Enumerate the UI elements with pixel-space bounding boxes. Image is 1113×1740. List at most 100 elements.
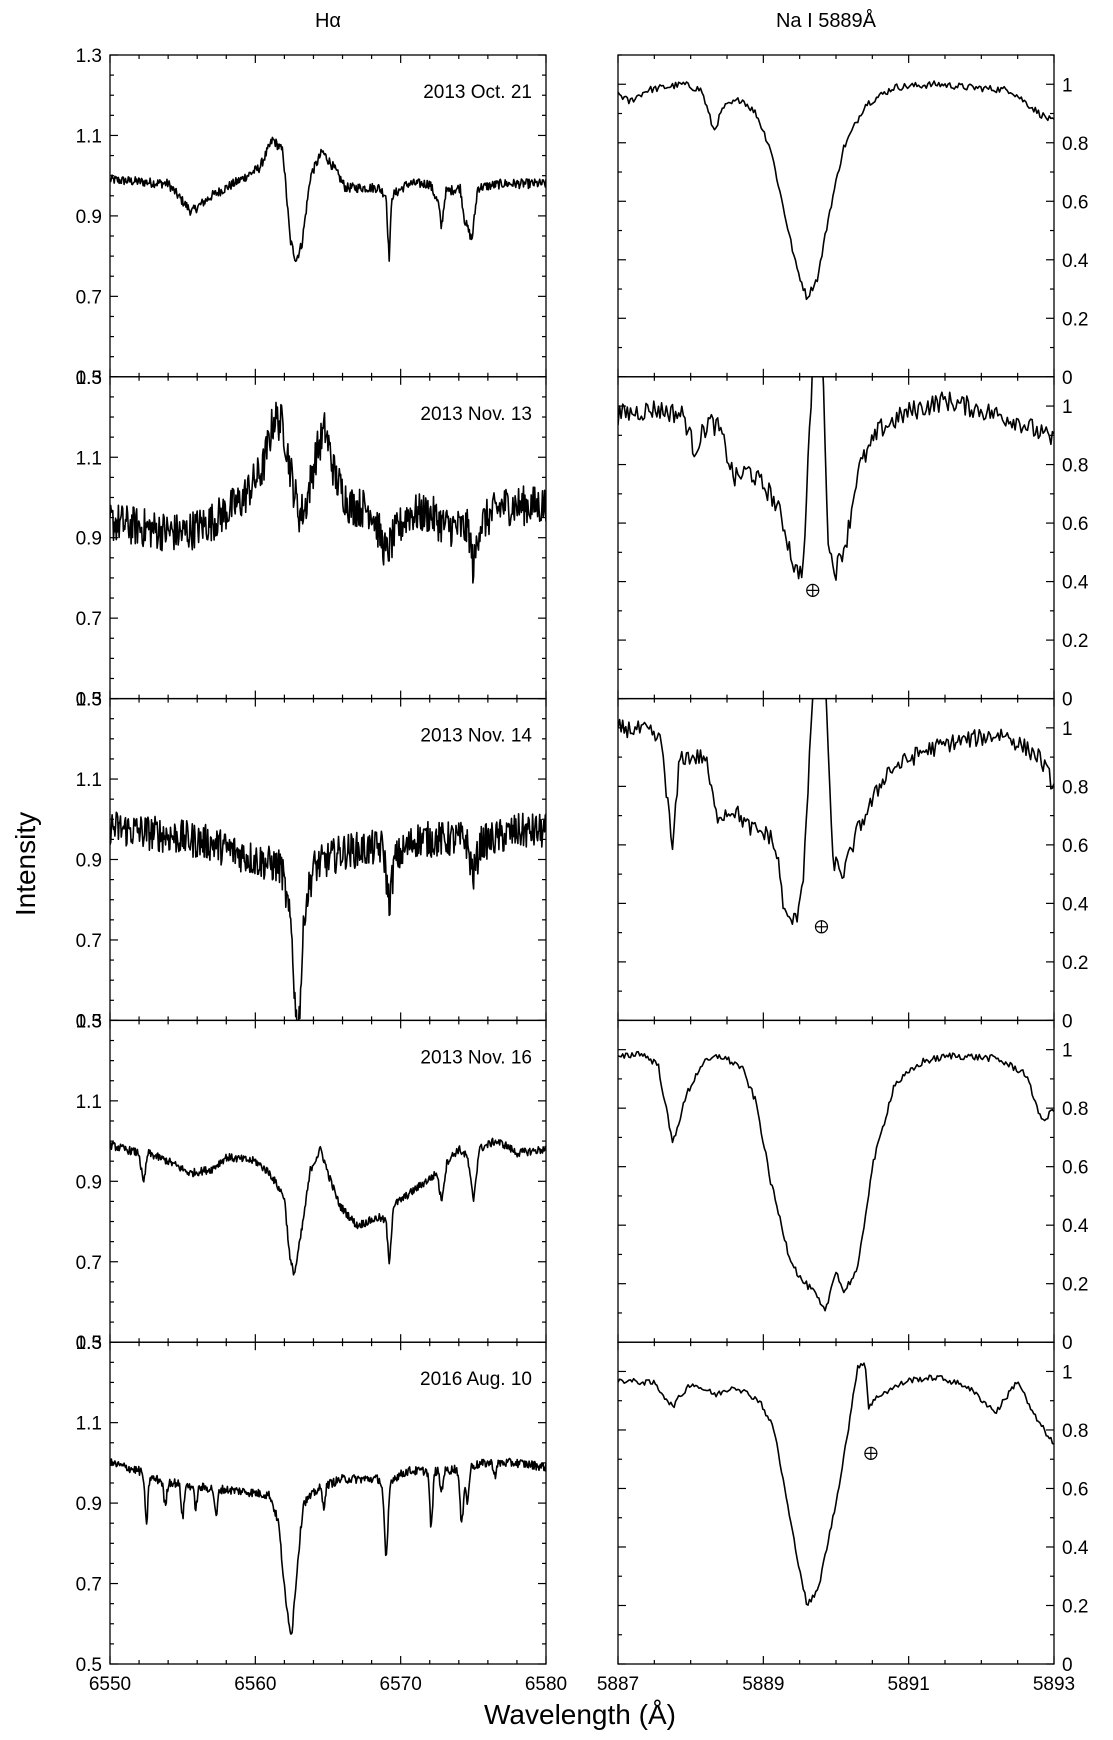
y-tick-label: 0.8 — [1062, 456, 1088, 477]
panel-halpha-3: 0.5 0.7 0.9 1.1 1.3 2013 Nov. 16 — [76, 1011, 547, 1354]
y-axis-title: Intensity — [10, 812, 41, 916]
y-tick-label: 0.2 — [1062, 1275, 1088, 1296]
y-tick-label: 0.5 — [76, 1333, 102, 1354]
panel-nai-4: 0 0.2 0.4 0.6 0.8 1 5887 5889 5891 5893 — [597, 1341, 1089, 1695]
y-tick-label: 1 — [1062, 397, 1073, 418]
panel-nai-2: 0 0.2 0.4 0.6 0.8 1 — [617, 697, 1089, 1032]
y-tick-label: 1.1 — [76, 448, 102, 469]
y-tick-label: 0.5 — [76, 1011, 102, 1032]
observation-date-label: 2013 Nov. 16 — [420, 1047, 532, 1068]
spectrum-nai-3 — [618, 1050, 1054, 1312]
y-tick-label: 0.2 — [1062, 631, 1088, 652]
y-tick-label: 1 — [1062, 1041, 1073, 1062]
y-tick-label: 0 — [1062, 690, 1073, 711]
y-tick-label: 0.4 — [1062, 894, 1089, 915]
y-tick-label: 1.1 — [76, 126, 102, 147]
y-tick-label: 1 — [1062, 719, 1073, 740]
y-tick-label: 1 — [1062, 1362, 1073, 1383]
x-tick-label: 6560 — [234, 1674, 276, 1695]
x-tick-label: 6570 — [380, 1674, 422, 1695]
y-tick-label: 1.3 — [76, 46, 102, 67]
x-tick-label: 6580 — [525, 1674, 567, 1695]
panel-nai-1: 0 0.2 0.4 0.6 0.8 1 — [617, 376, 1089, 711]
spectrum-nai-0 — [618, 80, 1054, 301]
y-tick-label: 0.8 — [1062, 1421, 1088, 1442]
spectrum-halpha-4 — [110, 1457, 546, 1635]
y-tick-label: 0.5 — [76, 690, 102, 711]
y-tick-label: 0.6 — [1062, 192, 1088, 213]
nai-column-title: Na I 5889Å — [776, 9, 877, 32]
y-tick-label: 0.9 — [76, 1494, 102, 1515]
y-tick-label: 0.7 — [76, 287, 102, 308]
panel-nai-0: 0 0.2 0.4 0.6 0.8 1 — [617, 54, 1089, 389]
y-tick-label: 1 — [1062, 75, 1073, 96]
y-tick-label: 0.9 — [76, 529, 102, 550]
y-tick-label: 1.3 — [76, 368, 102, 389]
spectrum-halpha-0 — [110, 136, 546, 263]
y-tick-label: 0.2 — [1062, 309, 1088, 330]
x-axis-title: Wavelength (Å) — [484, 1699, 676, 1730]
spectrum-nai-1 — [618, 376, 1054, 581]
y-tick-label: 0.9 — [76, 207, 102, 228]
spectrum-nai-2 — [618, 698, 1054, 925]
panel-frame — [617, 376, 1055, 700]
y-tick-label: 0.7 — [76, 1253, 102, 1274]
panel-frame — [617, 54, 1055, 378]
y-tick-label: 1.1 — [76, 770, 102, 791]
observation-date-label: 2013 Oct. 21 — [423, 82, 532, 103]
panel-halpha-2: 0.5 0.7 0.9 1.1 1.3 2013 Nov. 14 — [76, 690, 547, 1032]
panel-frame — [617, 1019, 1055, 1343]
x-tick-label: 5889 — [742, 1674, 784, 1695]
y-tick-label: 1.1 — [76, 1414, 102, 1435]
telluric-marker-icon — [864, 1446, 878, 1460]
y-tick-label: 0.4 — [1062, 1216, 1089, 1237]
panel-halpha-1: 0.5 0.7 0.9 1.1 1.3 2013 Nov. 13 — [76, 368, 547, 711]
y-tick-label: 0.6 — [1062, 836, 1088, 857]
y-tick-label: 0.9 — [76, 1172, 102, 1193]
y-tick-label: 0.4 — [1062, 573, 1089, 594]
observation-date-label: 2016 Aug. 10 — [420, 1369, 532, 1390]
y-tick-label: 0.2 — [1062, 953, 1088, 974]
observation-date-label: 2013 Nov. 13 — [420, 404, 532, 425]
y-tick-label: 0.4 — [1062, 1538, 1089, 1559]
y-tick-label: 0.9 — [76, 851, 102, 872]
y-tick-label: 0.8 — [1062, 1099, 1088, 1120]
y-tick-label: 0.7 — [76, 931, 102, 952]
y-tick-label: 0 — [1062, 1011, 1073, 1032]
y-tick-label: 0.4 — [1062, 251, 1089, 272]
y-tick-label: 0.7 — [76, 1575, 102, 1596]
panel-halpha-0: 0.5 0.7 0.9 1.1 1.3 2013 Oct. 21 — [76, 46, 547, 389]
y-tick-label: 0.5 — [76, 1655, 102, 1676]
spectrum-halpha-2 — [110, 811, 546, 1021]
observation-date-label: 2013 Nov. 14 — [420, 726, 532, 747]
y-tick-label: 0.2 — [1062, 1596, 1088, 1617]
panels: 0.5 0.7 0.9 1.1 1.3 2013 Oct. 21 0 0.2 0.4 0.6 0.8… — [76, 46, 1089, 1695]
spectrum-halpha-1 — [110, 401, 546, 584]
spectrum-nai-4 — [618, 1362, 1054, 1606]
y-tick-label: 0.7 — [76, 609, 102, 630]
y-tick-label: 1.3 — [76, 690, 102, 711]
panel-frame — [109, 1341, 547, 1665]
y-tick-label: 0.6 — [1062, 1479, 1088, 1500]
x-tick-label: 5891 — [888, 1674, 930, 1695]
y-tick-label: 0.6 — [1062, 514, 1088, 535]
y-tick-label: 1.3 — [76, 1011, 102, 1032]
y-tick-label: 0 — [1062, 368, 1073, 389]
x-tick-label: 5893 — [1033, 1674, 1075, 1695]
spectrum-halpha-3 — [110, 1137, 546, 1276]
x-tick-label: 5887 — [597, 1674, 639, 1695]
panel-frame — [109, 54, 547, 378]
y-tick-label: 1.3 — [76, 1333, 102, 1354]
telluric-marker-icon — [814, 920, 829, 934]
y-tick-label: 0 — [1062, 1655, 1073, 1676]
y-tick-label: 0 — [1062, 1333, 1073, 1354]
y-tick-label: 1.1 — [76, 1092, 102, 1113]
y-tick-label: 0.6 — [1062, 1158, 1088, 1179]
panel-halpha-4: 0.5 0.7 0.9 1.1 1.3 6550 6560 6570 6580 2016 Aug.… — [76, 1333, 568, 1695]
panel-nai-3: 0 0.2 0.4 0.6 0.8 1 — [617, 1019, 1089, 1354]
x-tick-label: 6550 — [89, 1674, 131, 1695]
panel-frame — [109, 1019, 547, 1343]
y-tick-label: 0.8 — [1062, 777, 1088, 798]
y-tick-label: 0.8 — [1062, 134, 1088, 155]
